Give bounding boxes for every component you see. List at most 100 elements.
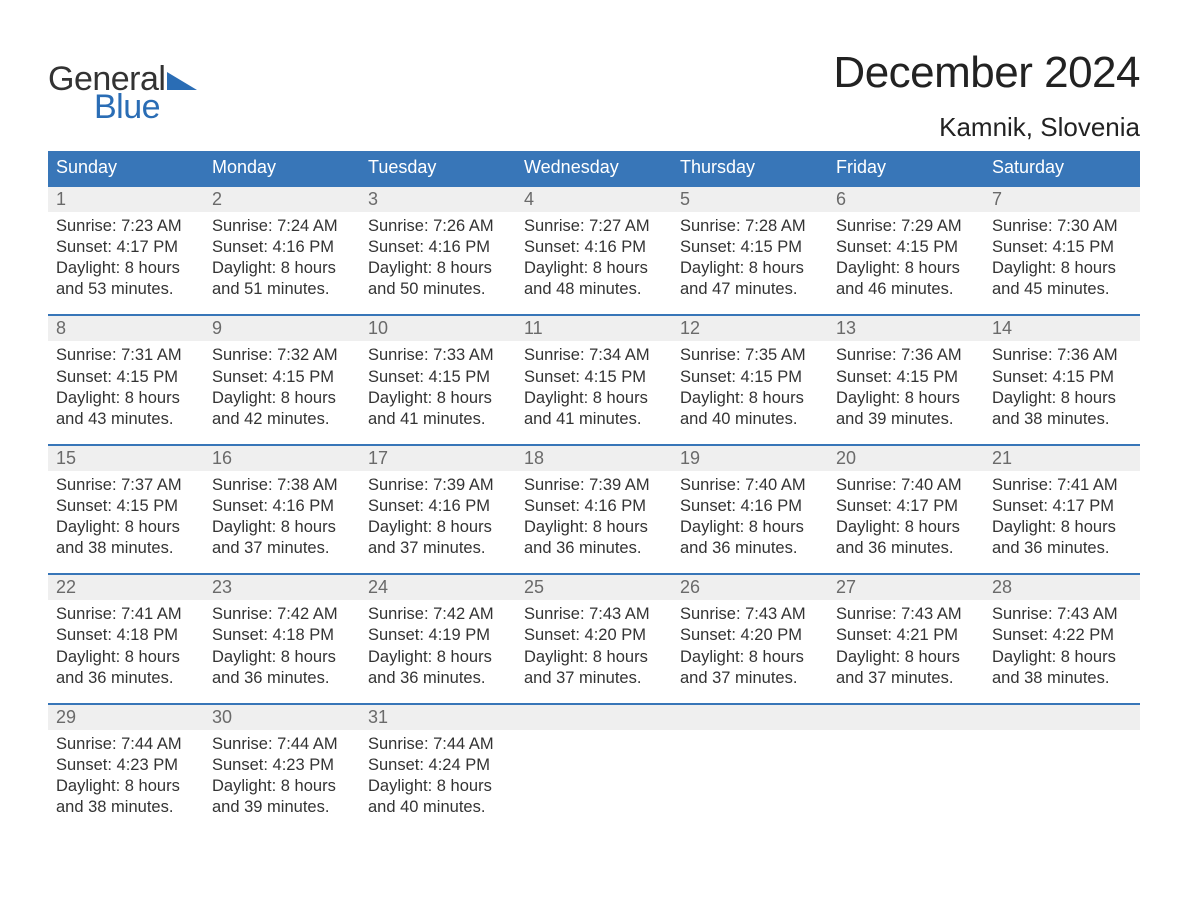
sunset-line: Sunset: 4:16 PM <box>524 237 664 258</box>
day-number: 29 <box>48 705 204 730</box>
day-number: 23 <box>204 575 360 600</box>
day-cell: Sunrise: 7:43 AMSunset: 4:20 PMDaylight:… <box>516 600 672 688</box>
weeks-container: 1234567Sunrise: 7:23 AMSunset: 4:17 PMDa… <box>48 185 1140 818</box>
daylight-line-1: Daylight: 8 hours <box>992 517 1132 538</box>
day-body-row: Sunrise: 7:44 AMSunset: 4:23 PMDaylight:… <box>48 730 1140 818</box>
day-cell: Sunrise: 7:37 AMSunset: 4:15 PMDaylight:… <box>48 471 204 559</box>
sunrise-line: Sunrise: 7:26 AM <box>368 216 508 237</box>
daylight-line-2: and 40 minutes. <box>680 409 820 430</box>
day-cell: Sunrise: 7:43 AMSunset: 4:20 PMDaylight:… <box>672 600 828 688</box>
week-row: 22232425262728Sunrise: 7:41 AMSunset: 4:… <box>48 573 1140 688</box>
day-body-row: Sunrise: 7:31 AMSunset: 4:15 PMDaylight:… <box>48 341 1140 429</box>
daylight-line-2: and 36 minutes. <box>56 668 196 689</box>
sunset-line: Sunset: 4:15 PM <box>836 367 976 388</box>
daylight-line-2: and 46 minutes. <box>836 279 976 300</box>
sunrise-line: Sunrise: 7:44 AM <box>212 734 352 755</box>
sunset-line: Sunset: 4:15 PM <box>836 237 976 258</box>
sunset-line: Sunset: 4:15 PM <box>56 367 196 388</box>
day-cell <box>672 730 828 818</box>
day-of-week-header: SundayMondayTuesdayWednesdayThursdayFrid… <box>48 151 1140 185</box>
daylight-line-1: Daylight: 8 hours <box>524 388 664 409</box>
daylight-line-1: Daylight: 8 hours <box>680 647 820 668</box>
daylight-line-2: and 39 minutes. <box>836 409 976 430</box>
day-cell <box>984 730 1140 818</box>
sunrise-line: Sunrise: 7:41 AM <box>992 475 1132 496</box>
daylight-line-2: and 38 minutes. <box>992 409 1132 430</box>
day-cell: Sunrise: 7:36 AMSunset: 4:15 PMDaylight:… <box>828 341 984 429</box>
sunset-line: Sunset: 4:15 PM <box>992 237 1132 258</box>
logo: General Blue <box>48 48 197 124</box>
week-row: 1234567Sunrise: 7:23 AMSunset: 4:17 PMDa… <box>48 185 1140 300</box>
sunset-line: Sunset: 4:21 PM <box>836 625 976 646</box>
daylight-line-2: and 39 minutes. <box>212 797 352 818</box>
daylight-line-2: and 38 minutes. <box>56 538 196 559</box>
sunset-line: Sunset: 4:16 PM <box>368 237 508 258</box>
daynum-row: 1234567 <box>48 185 1140 212</box>
daylight-line-1: Daylight: 8 hours <box>680 388 820 409</box>
sunrise-line: Sunrise: 7:39 AM <box>524 475 664 496</box>
sunset-line: Sunset: 4:16 PM <box>212 496 352 517</box>
day-cell: Sunrise: 7:36 AMSunset: 4:15 PMDaylight:… <box>984 341 1140 429</box>
day-body-row: Sunrise: 7:23 AMSunset: 4:17 PMDaylight:… <box>48 212 1140 300</box>
dow-cell: Thursday <box>672 151 828 185</box>
sunrise-line: Sunrise: 7:33 AM <box>368 345 508 366</box>
daylight-line-1: Daylight: 8 hours <box>524 517 664 538</box>
pennant-icon <box>167 68 197 90</box>
sunset-line: Sunset: 4:15 PM <box>524 367 664 388</box>
page: General Blue December 2024 Kamnik, Slove… <box>0 0 1188 818</box>
day-number: 4 <box>516 187 672 212</box>
sunrise-line: Sunrise: 7:23 AM <box>56 216 196 237</box>
daylight-line-1: Daylight: 8 hours <box>56 776 196 797</box>
day-cell: Sunrise: 7:42 AMSunset: 4:19 PMDaylight:… <box>360 600 516 688</box>
sunset-line: Sunset: 4:15 PM <box>212 367 352 388</box>
dow-cell: Sunday <box>48 151 204 185</box>
day-number: 13 <box>828 316 984 341</box>
day-number: 7 <box>984 187 1140 212</box>
day-cell: Sunrise: 7:23 AMSunset: 4:17 PMDaylight:… <box>48 212 204 300</box>
sunrise-line: Sunrise: 7:43 AM <box>524 604 664 625</box>
day-cell: Sunrise: 7:29 AMSunset: 4:15 PMDaylight:… <box>828 212 984 300</box>
daylight-line-2: and 37 minutes. <box>368 538 508 559</box>
sunset-line: Sunset: 4:16 PM <box>368 496 508 517</box>
day-cell: Sunrise: 7:34 AMSunset: 4:15 PMDaylight:… <box>516 341 672 429</box>
day-number <box>672 705 828 730</box>
daylight-line-2: and 36 minutes. <box>836 538 976 559</box>
daylight-line-1: Daylight: 8 hours <box>836 258 976 279</box>
header: General Blue December 2024 Kamnik, Slove… <box>48 48 1140 143</box>
day-number: 16 <box>204 446 360 471</box>
daylight-line-1: Daylight: 8 hours <box>368 517 508 538</box>
daynum-row: 15161718192021 <box>48 444 1140 471</box>
daylight-line-1: Daylight: 8 hours <box>524 258 664 279</box>
dow-cell: Tuesday <box>360 151 516 185</box>
day-cell: Sunrise: 7:43 AMSunset: 4:22 PMDaylight:… <box>984 600 1140 688</box>
daylight-line-2: and 48 minutes. <box>524 279 664 300</box>
sunrise-line: Sunrise: 7:24 AM <box>212 216 352 237</box>
sunset-line: Sunset: 4:15 PM <box>680 367 820 388</box>
day-number: 8 <box>48 316 204 341</box>
sunrise-line: Sunrise: 7:40 AM <box>836 475 976 496</box>
sunset-line: Sunset: 4:16 PM <box>524 496 664 517</box>
month-title: December 2024 <box>833 48 1140 98</box>
day-number: 24 <box>360 575 516 600</box>
daylight-line-2: and 43 minutes. <box>56 409 196 430</box>
daylight-line-1: Daylight: 8 hours <box>212 776 352 797</box>
daylight-line-1: Daylight: 8 hours <box>368 388 508 409</box>
daylight-line-1: Daylight: 8 hours <box>56 388 196 409</box>
sunrise-line: Sunrise: 7:39 AM <box>368 475 508 496</box>
sunset-line: Sunset: 4:18 PM <box>212 625 352 646</box>
sunrise-line: Sunrise: 7:30 AM <box>992 216 1132 237</box>
sunrise-line: Sunrise: 7:29 AM <box>836 216 976 237</box>
sunrise-line: Sunrise: 7:40 AM <box>680 475 820 496</box>
day-body-row: Sunrise: 7:37 AMSunset: 4:15 PMDaylight:… <box>48 471 1140 559</box>
day-number: 2 <box>204 187 360 212</box>
title-block: December 2024 Kamnik, Slovenia <box>833 48 1140 143</box>
day-cell: Sunrise: 7:41 AMSunset: 4:18 PMDaylight:… <box>48 600 204 688</box>
daylight-line-1: Daylight: 8 hours <box>56 517 196 538</box>
day-number: 25 <box>516 575 672 600</box>
day-cell: Sunrise: 7:40 AMSunset: 4:17 PMDaylight:… <box>828 471 984 559</box>
day-number: 22 <box>48 575 204 600</box>
daylight-line-2: and 37 minutes. <box>680 668 820 689</box>
daynum-row: 293031 <box>48 703 1140 730</box>
daylight-line-2: and 36 minutes. <box>212 668 352 689</box>
day-cell: Sunrise: 7:35 AMSunset: 4:15 PMDaylight:… <box>672 341 828 429</box>
